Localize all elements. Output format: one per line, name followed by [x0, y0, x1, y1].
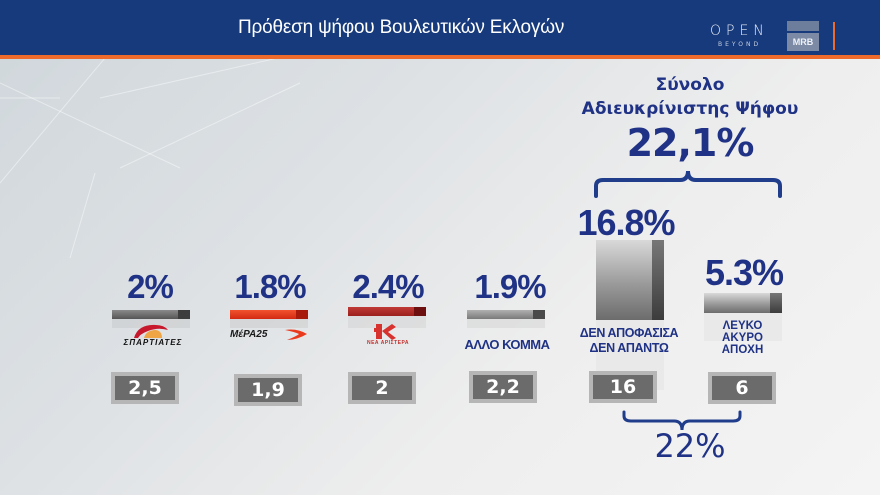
page-title: Πρόθεση ψήφου Βουλευτικών Εκλογών	[238, 17, 565, 38]
lefko-label-line2: ΑΚΥΡΟ	[722, 332, 763, 344]
header-bar: Πρόθεση ψήφου Βουλευτικών Εκλογών OPEN B…	[0, 0, 880, 55]
bar-reflection	[467, 319, 545, 328]
nea-aristera-logo-icon	[374, 324, 396, 340]
spartiates-logo-text: ΣΠΑΡΤΙΑΤΕΣ	[123, 338, 183, 347]
summary-title-line1: Σύνολο	[655, 75, 725, 95]
party-percent-spartiates: 2%	[127, 268, 174, 305]
header-accent-stripe	[0, 55, 880, 59]
undecided-label-line1: ΔΕΝ ΑΠΟΦΑΣΙΣΑ	[579, 326, 679, 340]
seat-box-allo-komma: 2,2	[469, 371, 537, 403]
bar-reflection	[348, 316, 426, 328]
undecided-label-line2: ΔΕΝ ΑΠΑΝΤΩ	[589, 341, 669, 355]
mera25-arrow-icon	[285, 329, 307, 340]
lefko-label-line1: ΛΕΥΚΟ	[722, 320, 763, 332]
bar-allo-komma	[467, 310, 545, 319]
open-logo-subtitle: BEYOND	[718, 41, 762, 48]
party-percent-allo-komma: 1.9%	[474, 268, 546, 305]
summary-total: 22,1%	[626, 121, 755, 165]
header-divider	[833, 22, 835, 50]
party-percent-mera25: 1.8%	[234, 268, 306, 305]
lefko-label-line3: ΑΠΟΧΗ	[721, 344, 764, 356]
bar-lefko-akyro	[704, 293, 782, 313]
top-brace-icon	[594, 170, 782, 198]
mera25-logo-text: ΜέΡΑ25	[230, 329, 268, 340]
party-percent-nea-aristera: 2.4%	[352, 268, 424, 305]
seat-box-nea-aristera: 2	[348, 372, 416, 404]
open-logo: OPEN	[710, 23, 769, 39]
allo-komma-label: ΑΛΛΟ ΚΟΜΜΑ	[464, 337, 550, 352]
bar-reflection	[112, 319, 190, 328]
seat-box-lefko-akyro: 6	[708, 372, 776, 404]
bar-den-apofasisa	[596, 240, 664, 320]
seat-box-mera25: 1,9	[234, 374, 302, 406]
seat-box-spartiates: 2,5	[111, 372, 179, 404]
summary-title-line2: Αδιευκρίνιστης Ψήφου	[581, 99, 799, 119]
undecided-percent-den-apofasisa: 16.8%	[577, 202, 675, 243]
undecided-percent-lefko: 5.3%	[704, 252, 784, 293]
bar-spartiates	[112, 310, 190, 319]
bar-mera25	[230, 310, 308, 319]
nea-aristera-logo-text: ΝΕΑ ΑΡΙΣΤΕΡΑ	[366, 340, 410, 346]
seats-total: 22%	[654, 427, 726, 465]
bar-nea-aristera	[348, 307, 426, 316]
mrb-logo: MRB	[787, 21, 819, 51]
spartiates-logo-icon	[134, 324, 168, 338]
bottom-brace-icon	[622, 410, 742, 431]
bar-reflection	[230, 319, 308, 328]
seat-box-den-apofasisa: 16	[589, 371, 657, 403]
bar-reflection	[704, 313, 782, 341]
